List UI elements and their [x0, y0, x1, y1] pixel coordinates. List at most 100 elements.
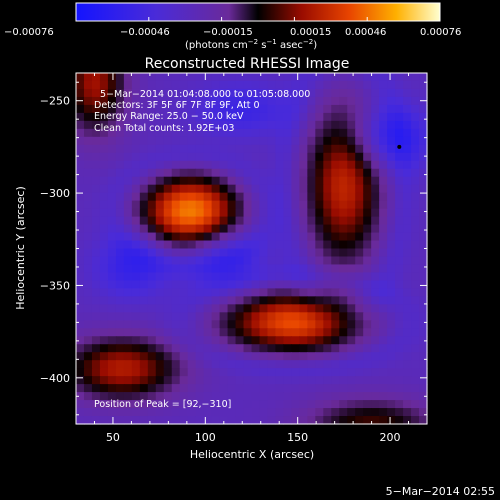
heatmap-cell: [219, 320, 229, 329]
heatmap-cell: [83, 96, 93, 106]
heatmap-cell: [283, 312, 292, 321]
heatmap-cell: [83, 112, 93, 122]
heatmap-cell: [355, 352, 364, 361]
heatmap-cell: [235, 392, 245, 401]
heatmap-cell: [83, 216, 93, 226]
heatmap-cell: [115, 192, 125, 202]
heatmap-cell: [107, 296, 117, 305]
heatmap-cell: [411, 352, 420, 361]
heatmap-cell: [107, 256, 117, 266]
heatmap-cell: [171, 73, 181, 82]
heatmap-cell: [155, 160, 165, 170]
heatmap-cell: [91, 240, 101, 250]
heatmap-cell: [323, 256, 332, 266]
heatmap-cell: [211, 328, 221, 337]
heatmap-cell: [195, 312, 205, 321]
heatmap-cell: [259, 320, 269, 329]
heatmap-cell: [251, 160, 261, 170]
heatmap-cell: [115, 272, 125, 282]
heatmap-cell: [171, 384, 181, 393]
heatmap-cell: [363, 288, 372, 297]
heatmap-cell: [283, 392, 292, 401]
heatmap-cell: [163, 256, 173, 266]
heatmap-cell: [387, 312, 396, 321]
heatmap-cell: [123, 416, 133, 425]
heatmap-cell: [107, 136, 117, 146]
heatmap-cell: [187, 320, 197, 329]
heatmap-cell: [91, 408, 101, 417]
heatmap-cell: [323, 128, 332, 138]
heatmap-cell: [115, 280, 125, 289]
heatmap-cell: [187, 208, 197, 218]
heatmap-cell: [211, 368, 221, 377]
heatmap-cell: [99, 296, 109, 305]
heatmap-cell: [395, 312, 404, 321]
heatmap-cell: [235, 408, 245, 417]
heatmap-cell: [299, 384, 308, 393]
heatmap-cell: [219, 240, 229, 250]
heatmap-cell: [283, 192, 292, 202]
heatmap-cell: [355, 232, 364, 242]
heatmap-cell: [91, 96, 101, 106]
heatmap-cell: [131, 216, 141, 226]
heatmap-cell: [107, 128, 117, 138]
heatmap-cell: [211, 312, 221, 321]
heatmap-cell: [179, 128, 189, 138]
heatmap-cell: [387, 120, 396, 130]
heatmap-cell: [219, 280, 229, 289]
heatmap-cell: [387, 288, 396, 297]
heatmap-cell: [203, 304, 213, 313]
heatmap-cell: [187, 256, 197, 266]
heatmap-cell: [411, 200, 420, 210]
heatmap-cell: [107, 184, 117, 194]
heatmap-cell: [331, 336, 340, 345]
heatmap-cell: [227, 152, 237, 162]
heatmap-cell: [107, 120, 117, 130]
heatmap-cell: [139, 336, 149, 345]
heatmap-cell: [155, 320, 165, 329]
heatmap-cell: [155, 73, 165, 82]
heatmap-cell: [363, 272, 372, 282]
heatmap-cell: [203, 88, 213, 98]
heatmap-cell: [147, 384, 157, 393]
y-tick-label: −400: [40, 372, 70, 385]
heatmap-cell: [355, 384, 364, 393]
heatmap-cell: [139, 96, 149, 106]
heatmap-cell: [283, 200, 292, 210]
heatmap-cell: [291, 248, 300, 258]
annotation-detectors: Detectors: 3F 5F 6F 7F 8F 9F, Att 0: [94, 100, 260, 111]
heatmap-cell: [195, 200, 205, 210]
heatmap-cell: [411, 208, 420, 218]
heatmap-cell: [163, 200, 173, 210]
heatmap-cell: [147, 152, 157, 162]
heatmap-cell: [115, 392, 125, 401]
heatmap-cell: [211, 288, 221, 297]
heatmap-cell: [395, 200, 404, 210]
heatmap-cell: [195, 296, 205, 305]
heatmap-cell: [139, 360, 149, 369]
heatmap-cell: [107, 344, 117, 353]
heatmap-cell: [291, 376, 300, 385]
heatmap-cell: [315, 272, 324, 282]
heatmap-cell: [187, 96, 197, 106]
heatmap-cell: [195, 112, 205, 122]
heatmap-cell: [219, 144, 229, 154]
heatmap-cell: [76, 360, 85, 369]
heatmap-cell: [163, 344, 173, 353]
heatmap-cell: [131, 272, 141, 282]
heatmap-cell: [179, 224, 189, 234]
heatmap-cell: [195, 120, 205, 130]
heatmap-cell: [379, 73, 388, 82]
heatmap-cell: [99, 264, 109, 274]
heatmap-cell: [123, 272, 133, 282]
heatmap-cell: [371, 208, 380, 218]
heatmap-cell: [243, 344, 253, 353]
heatmap-cell: [339, 73, 348, 82]
heatmap-cell: [139, 80, 149, 90]
heatmap-cell: [251, 384, 261, 393]
heatmap-cell: [339, 104, 348, 114]
heatmap-cell: [115, 176, 125, 186]
heatmap-cell: [331, 184, 340, 194]
heatmap-cell: [275, 80, 285, 90]
heatmap-cell: [115, 112, 125, 122]
